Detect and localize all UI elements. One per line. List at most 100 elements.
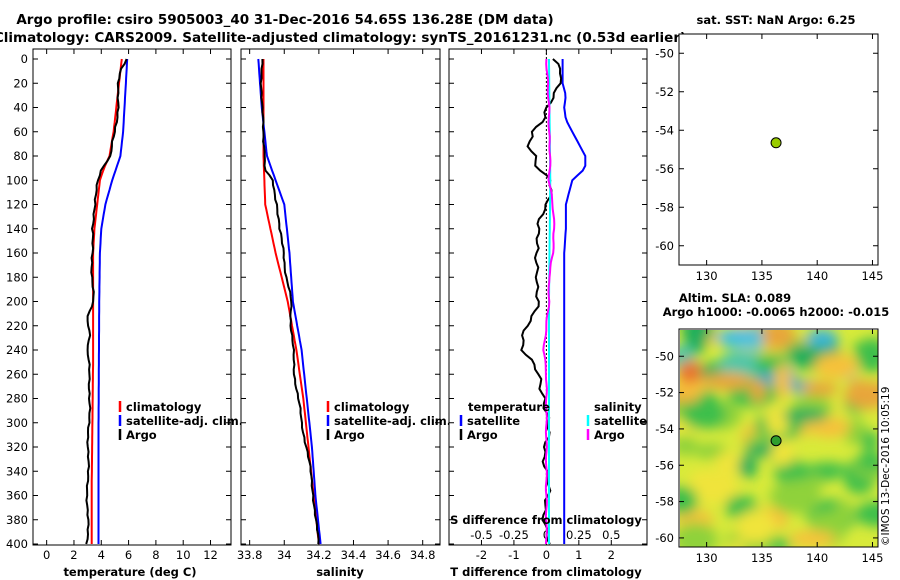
heatmap-cell	[759, 330, 796, 350]
series-line-argo	[259, 58, 320, 545]
temperature-axis-ticks: 0 2 4 6 8 10 120204060801001201401601802002202…	[6, 49, 231, 562]
heatmap-cell	[735, 510, 777, 543]
heatmap-cell	[738, 455, 758, 478]
y-tick-label: -50	[655, 349, 674, 363]
y-tick-label: 240	[6, 343, 28, 357]
x-tick-label: 6	[125, 548, 132, 562]
x-tick-label: 145	[861, 551, 883, 565]
sst-map-title: sat. SST: NaN Argo: 6.25	[696, 13, 855, 27]
x-tick-label: 33.8	[237, 548, 263, 562]
x-tick-label: 130	[696, 269, 718, 283]
heatmap-cell	[703, 372, 754, 391]
heatmap-cell	[782, 408, 829, 423]
sla-map-frame	[678, 328, 879, 548]
salinity-axis-ticks: 33.8 34 34.2 34.4 34.6 34.8	[237, 49, 440, 562]
heatmap-cell	[750, 379, 767, 403]
sla-map-axis-ticks: 130 135 140 145 -50 -52 -54 -56 -58 -60	[655, 329, 883, 565]
legend-t-satellite: satellite	[467, 414, 520, 428]
y-tick-label: 400	[6, 537, 28, 551]
y-tick-label: -54	[655, 422, 674, 436]
heatmap-cell	[794, 464, 842, 482]
x-tick-label: -1	[508, 548, 519, 562]
series-line-s-argo	[542, 58, 556, 545]
y-tick-label: 300	[6, 416, 28, 430]
legend-satellite: satellite-adj. clim.	[334, 414, 451, 428]
y-tick-label: 320	[6, 440, 28, 454]
heatmap-cell	[718, 350, 768, 378]
y-tick-label: 60	[13, 125, 28, 139]
temperature-plot-frame	[32, 48, 232, 546]
heatmap-cell	[698, 390, 719, 411]
heatmap-cell	[765, 405, 790, 436]
heatmap-field	[680, 330, 878, 547]
watermark: ©IMOS 13-Dec-2016 10:05:19	[880, 387, 892, 546]
x-tick-label: 12	[203, 548, 218, 562]
heatmap-cell	[844, 381, 878, 410]
heatmap-cell	[801, 381, 839, 397]
legend-t-argo: Argo	[467, 428, 498, 442]
heatmap-cell	[856, 451, 878, 472]
x-tick-label: 34.6	[375, 548, 401, 562]
temperature-panel: 0 2 4 6 8 10 120204060801001201401601802002202…	[6, 48, 243, 579]
sst-map-frame	[678, 33, 879, 266]
y-tick-label: 360	[6, 489, 28, 503]
legend-s-satellite: satellite	[594, 414, 647, 428]
salinity-panel: 33.8 34 34.2 34.4 34.6 34.8 salinity climatol…	[237, 48, 451, 579]
legend-temperature-title: temperature	[468, 400, 550, 414]
y-tick-label: -60	[655, 239, 674, 253]
legend-argo: Argo	[126, 428, 157, 442]
heatmap-cell	[714, 451, 746, 475]
heatmap-cell	[680, 360, 702, 384]
argo-location-marker	[770, 137, 782, 149]
x-tick-label: 145	[861, 269, 883, 283]
x-tick-label: 34	[277, 548, 292, 562]
legend-argo: Argo	[334, 428, 365, 442]
temperature-legend: climatology satellite-adj. clim. Argo	[118, 400, 243, 442]
heatmap-cell	[814, 353, 859, 379]
heatmap-cell	[680, 486, 698, 515]
legend-climatology: climatology	[126, 400, 202, 414]
x-tick-label: 135	[751, 269, 773, 283]
legend-climatology: climatology	[334, 400, 410, 414]
sla-map-title: Altim. SLA: 0.089	[679, 291, 791, 305]
x-tick-label: 140	[806, 551, 828, 565]
x-tick-label: 34.2	[306, 548, 332, 562]
sla-map-points	[770, 435, 782, 447]
figure-subtitle: Climatology: CARS2009. Satellite-adjuste…	[0, 30, 686, 46]
sla-map-subtitle: Argo h1000: -0.0065 h2000: -0.015	[663, 305, 890, 319]
heatmap-cell	[680, 330, 715, 341]
heatmap-cell	[852, 341, 878, 356]
heatmap-cell	[788, 530, 837, 547]
x-tick-label: 0	[543, 548, 550, 562]
y-tick-label: -60	[655, 531, 674, 545]
heatmap-cell	[861, 430, 878, 452]
heatmap-cell	[788, 343, 814, 367]
heatmap-cell	[769, 480, 821, 514]
difference-legend: temperature satellite Argo salinity sate…	[459, 400, 647, 442]
heatmap-cell	[716, 330, 764, 348]
x-tick-label: 135	[751, 551, 773, 565]
x-tick-label: 4	[98, 548, 105, 562]
x-tick-label: 0	[43, 548, 50, 562]
x-tick-label: 2	[608, 548, 615, 562]
temperature-x-label: temperature (deg C)	[63, 565, 196, 579]
y-tick-label: -56	[655, 458, 674, 472]
salinity-x-label: salinity	[316, 565, 364, 579]
y-tick-label: 140	[6, 222, 28, 236]
x-tick-label: 1	[575, 548, 582, 562]
heatmap-cell	[774, 363, 791, 399]
x-tick-label: 34.4	[341, 548, 367, 562]
series-line-t-satellite	[561, 59, 587, 544]
y-tick-label: 100	[6, 173, 28, 187]
y-tick-label: 340	[6, 464, 28, 478]
sla-heatmap	[680, 330, 878, 547]
heatmap-cell	[680, 435, 698, 457]
y-tick-label: 40	[13, 101, 28, 115]
legend-salinity-title: salinity	[594, 400, 642, 414]
x-tick-label: 8	[152, 548, 159, 562]
argo-location-marker	[770, 435, 782, 447]
series-line-satellite-adj-clim-	[257, 58, 322, 545]
sst-map-panel: sat. SST: NaN Argo: 6.25 130 135 140 145 -50…	[655, 13, 883, 283]
